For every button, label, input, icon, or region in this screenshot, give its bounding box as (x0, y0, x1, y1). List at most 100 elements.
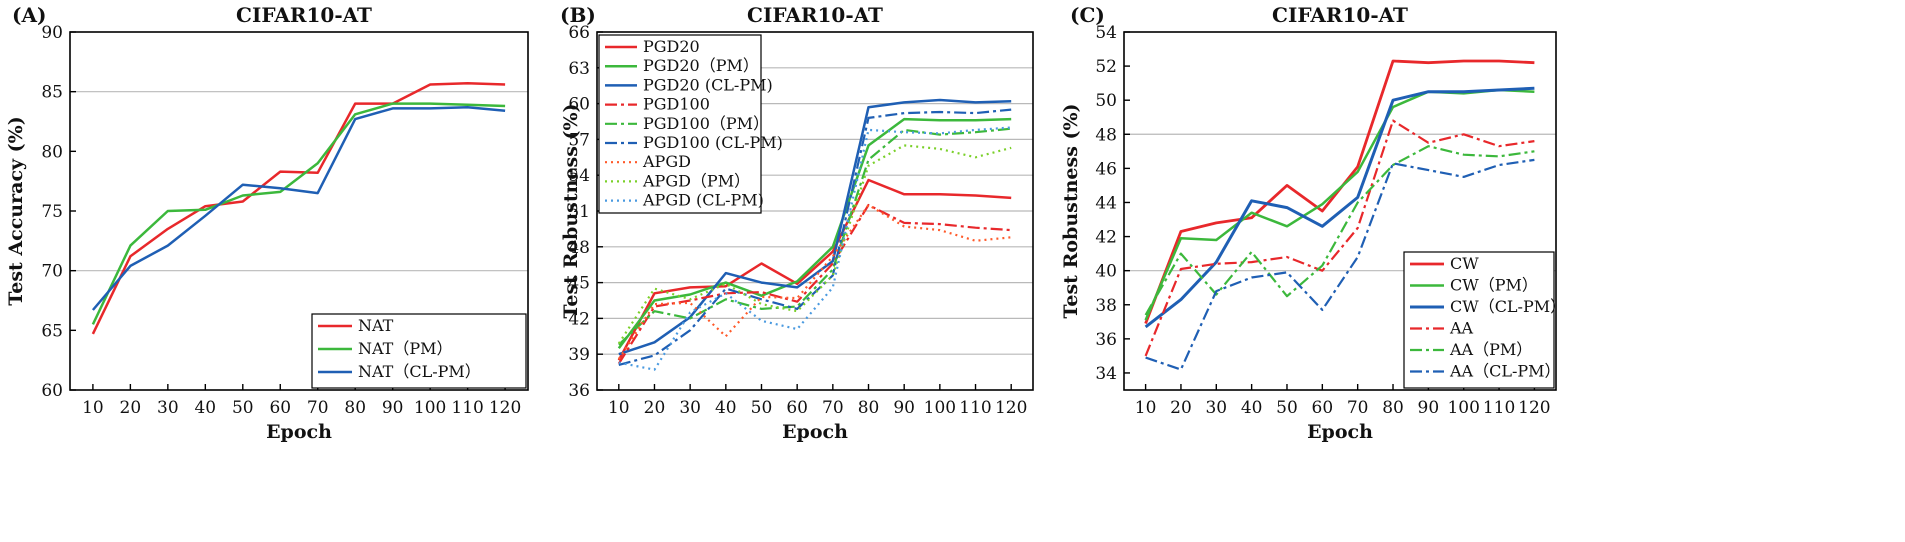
y-axis-label: Test Robustness (%) (560, 103, 582, 318)
y-tick-label: 48 (1095, 125, 1117, 145)
series-line (617, 178, 1012, 361)
series-line (617, 117, 1012, 349)
x-tick-label: 110 (451, 398, 483, 418)
y-tick-label: 70 (41, 262, 63, 282)
legend-label: PGD100 (643, 95, 710, 114)
x-axis-label: Epoch (782, 421, 848, 443)
x-tick-label: 100 (924, 398, 956, 418)
x-tick-label: 30 (1205, 398, 1227, 418)
y-tick-label: 52 (1095, 57, 1117, 77)
x-tick-label: 60 (269, 398, 291, 418)
legend-label: NAT（CL-PM） (358, 362, 481, 381)
legend-label: CW（CL-PM） (1450, 297, 1566, 316)
y-tick-label: 39 (568, 345, 590, 365)
legend: NAT NAT（PM） NAT（CL-PM） (311, 313, 527, 389)
y-tick-label: 85 (41, 83, 63, 103)
chart-title: CIFAR10-AT (236, 3, 372, 27)
legend-label: PGD20 (CL-PM) (643, 75, 773, 94)
legend-label: CW (1450, 254, 1479, 273)
y-tick-label: 40 (1095, 262, 1117, 282)
x-tick-label: 80 (1382, 398, 1404, 418)
panel-label: (A) (12, 3, 46, 27)
x-tick-label: 30 (157, 398, 179, 418)
legend-label: NAT（PM） (358, 339, 453, 358)
x-axis-label: Epoch (266, 421, 332, 443)
x-tick-label: 20 (1170, 398, 1192, 418)
x-tick-label: 50 (751, 398, 773, 418)
y-tick-label: 42 (568, 309, 590, 329)
y-tick-label: 57 (568, 130, 590, 150)
chart-title: CIFAR10-AT (747, 3, 883, 27)
x-tick-label: 40 (1241, 398, 1263, 418)
y-tick-label: 42 (1095, 228, 1117, 248)
x-tick-label: 60 (1312, 398, 1334, 418)
x-tick-label: 70 (307, 398, 329, 418)
x-tick-label: 70 (822, 398, 844, 418)
y-tick-label: 65 (41, 321, 63, 341)
x-tick-label: 10 (82, 398, 104, 418)
legend-label: AA（PM） (1449, 340, 1532, 359)
x-tick-label: 50 (1276, 398, 1298, 418)
y-tick-label: 90 (41, 23, 63, 43)
legend: CW CW（PM） CW（CL-PM） AA AA（PM） AA（CL-PM） (1403, 251, 1566, 389)
y-tick-label: 46 (1095, 159, 1117, 179)
legend-label: APGD (CL-PM) (642, 191, 764, 210)
series-line (618, 126, 1012, 371)
y-tick-label: 45 (568, 274, 590, 294)
x-tick-label: 20 (120, 398, 142, 418)
series-line (617, 203, 1012, 365)
y-tick-label: 34 (1095, 364, 1117, 384)
x-tick-label: 110 (1483, 398, 1515, 418)
series-line (618, 127, 1012, 346)
legend-box (1403, 251, 1555, 389)
x-tick-label: 100 (414, 398, 446, 418)
series-line (618, 108, 1012, 366)
legend-label: NAT (358, 316, 394, 335)
legend-box (598, 34, 762, 214)
y-tick-label: 66 (568, 23, 590, 43)
x-tick-label: 110 (959, 398, 991, 418)
y-tick-label: 54 (568, 166, 590, 186)
x-tick-label: 10 (608, 398, 630, 418)
legend-label: AA (1449, 319, 1474, 338)
x-tick-label: 80 (344, 398, 366, 418)
series-line (618, 98, 1012, 356)
y-axis-label: Test Robustness (%) (1060, 103, 1082, 318)
plot-frame (1123, 31, 1557, 391)
legend-label: APGD（PM） (642, 171, 750, 190)
series-line (91, 82, 506, 335)
panel-label: (C) (1070, 3, 1105, 27)
y-tick-label: 51 (568, 202, 590, 222)
legend-label: CW（PM） (1450, 276, 1538, 295)
y-tick-label: 38 (1095, 296, 1117, 316)
x-tick-label: 30 (679, 398, 701, 418)
y-tick-label: 48 (568, 238, 590, 258)
x-tick-label: 90 (382, 398, 404, 418)
x-tick-label: 20 (644, 398, 666, 418)
legend-label: AA（CL-PM） (1449, 362, 1561, 381)
x-tick-label: 40 (194, 398, 216, 418)
chart-panel-2: 36 39 42 45 48 51 54 57 60 63 66 10 20 30 40 50 60 70 80 90… (560, 3, 1034, 443)
x-tick-label: 120 (489, 398, 521, 418)
x-axis-label: Epoch (1307, 421, 1373, 443)
panel-label: (B) (560, 3, 596, 27)
chart-title: CIFAR10-AT (1272, 3, 1408, 27)
series-line (91, 105, 506, 311)
series-line (91, 102, 506, 325)
series-line (1145, 158, 1535, 371)
y-tick-label: 75 (41, 202, 63, 222)
x-tick-label: 120 (995, 398, 1027, 418)
x-tick-label: 120 (1518, 398, 1550, 418)
x-tick-label: 100 (1447, 398, 1479, 418)
y-tick-label: 36 (568, 381, 590, 401)
series-line (1144, 86, 1535, 329)
x-tick-label: 90 (893, 398, 915, 418)
x-tick-label: 50 (232, 398, 254, 418)
y-tick-label: 50 (1095, 91, 1117, 111)
series-line (1144, 119, 1535, 357)
y-tick-label: 60 (41, 381, 63, 401)
y-tick-label: 60 (568, 95, 590, 115)
legend-label: PGD20（PM） (643, 56, 759, 75)
chart-panel-1: 60 65 70 75 80 85 90 10 20 30 40 50 60 70 80 90 100 110 12… (5, 3, 529, 443)
